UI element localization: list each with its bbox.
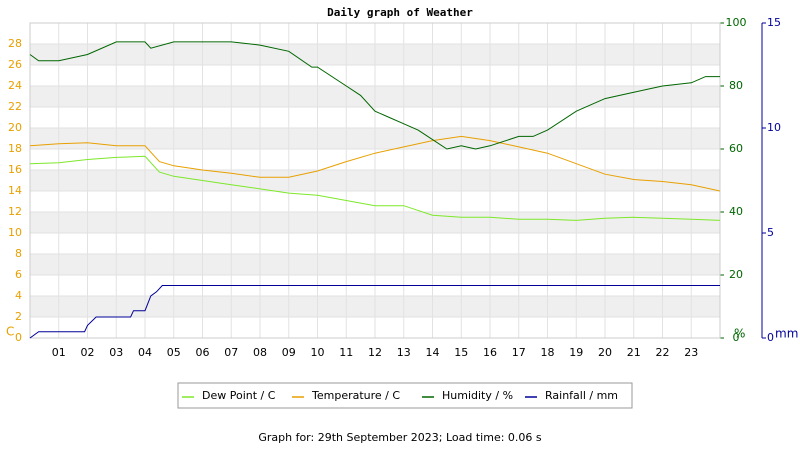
y-tick-label: 14 bbox=[8, 184, 22, 197]
x-tick-label: 22 bbox=[656, 346, 670, 359]
x-tick-label: 01 bbox=[52, 346, 66, 359]
y-tick-label: 0 bbox=[15, 331, 22, 344]
y3-axis-label: mm bbox=[775, 327, 798, 341]
x-tick-label: 23 bbox=[684, 346, 698, 359]
y3-tick-label: 5 bbox=[767, 226, 774, 239]
x-tick-label: 12 bbox=[368, 346, 382, 359]
x-tick-label: 10 bbox=[311, 346, 325, 359]
y-tick-label: 16 bbox=[8, 163, 22, 176]
x-tick-label: 05 bbox=[167, 346, 181, 359]
legend-label: Dew Point / C bbox=[202, 389, 276, 402]
y-tick-label: 28 bbox=[8, 37, 22, 50]
y3-tick-label: 10 bbox=[767, 121, 781, 134]
series-line bbox=[29, 285, 720, 339]
x-tick-label: 02 bbox=[81, 346, 95, 359]
y3-tick-label: 0 bbox=[767, 331, 774, 344]
chart-title: Daily graph of Weather bbox=[327, 6, 473, 19]
x-tick-label: 15 bbox=[454, 346, 468, 359]
y-tick-label: 26 bbox=[8, 58, 22, 71]
y-tick-label: 4 bbox=[15, 289, 22, 302]
series-line bbox=[29, 41, 720, 150]
y2-axis-label: % bbox=[734, 327, 745, 341]
y-tick-label: 12 bbox=[8, 205, 22, 218]
x-tick-label: 13 bbox=[397, 346, 411, 359]
plot-border bbox=[29, 22, 721, 339]
y-axis-label: C bbox=[6, 325, 14, 339]
x-tick-label: 08 bbox=[253, 346, 267, 359]
x-tick-label: 14 bbox=[426, 346, 440, 359]
y-tick-label: 10 bbox=[8, 226, 22, 239]
y2-tick-label: 0 bbox=[733, 331, 740, 344]
x-tick-label: 21 bbox=[627, 346, 641, 359]
y-tick-label: 18 bbox=[8, 142, 22, 155]
x-tick-label: 16 bbox=[483, 346, 497, 359]
y-tick-label: 24 bbox=[8, 79, 22, 92]
legend-label: Rainfall / mm bbox=[545, 389, 618, 402]
x-tick-label: 11 bbox=[339, 346, 353, 359]
y-tick-label: 8 bbox=[15, 247, 22, 260]
y-tick-label: 22 bbox=[8, 100, 22, 113]
y-tick-label: 2 bbox=[15, 310, 22, 323]
y2-tick-label: 80 bbox=[729, 79, 743, 92]
legend-label: Humidity / % bbox=[442, 389, 513, 402]
legend-label: Temperature / C bbox=[311, 389, 400, 402]
series-line bbox=[29, 155, 721, 221]
series-line bbox=[29, 135, 721, 192]
x-tick-label: 07 bbox=[224, 346, 238, 359]
footer: Graph for: 29th September 2023; Load tim… bbox=[258, 431, 542, 444]
y2-tick-label: 20 bbox=[729, 268, 743, 281]
x-tick-label: 18 bbox=[541, 346, 555, 359]
x-tick-label: 09 bbox=[282, 346, 296, 359]
x-tick-label: 20 bbox=[598, 346, 612, 359]
x-tick-label: 17 bbox=[512, 346, 526, 359]
y-tick-label: 6 bbox=[15, 268, 22, 281]
y3-tick-label: 15 bbox=[767, 16, 781, 29]
legend bbox=[177, 382, 633, 409]
x-tick-label: 06 bbox=[196, 346, 210, 359]
x-tick-label: 04 bbox=[138, 346, 152, 359]
x-tick-label: 19 bbox=[569, 346, 583, 359]
y2-tick-label: 100 bbox=[726, 16, 747, 29]
y-tick-label: 20 bbox=[8, 121, 22, 134]
y2-tick-label: 40 bbox=[729, 205, 743, 218]
y2-tick-label: 60 bbox=[729, 142, 743, 155]
x-tick-label: 03 bbox=[109, 346, 123, 359]
